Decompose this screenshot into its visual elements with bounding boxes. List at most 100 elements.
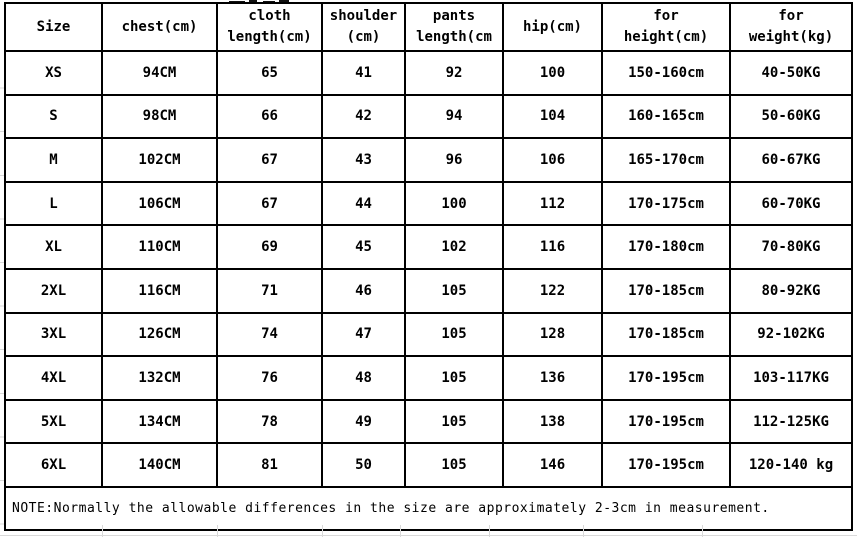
cell-for-height: 170-195cm	[601, 355, 731, 401]
cell-hip: 104	[502, 93, 603, 140]
cell-cloth-length: 69	[216, 224, 323, 270]
cell-hip: 128	[502, 311, 603, 358]
cell-chest: 110CM	[101, 224, 218, 270]
cell-for-weight: 60-70KG	[729, 180, 853, 227]
cell-for-height: 160-165cm	[601, 93, 731, 140]
col-header-for-height: for height(cm)	[601, 2, 731, 52]
cell-chest: 116CM	[101, 267, 218, 314]
cell-shoulder: 45	[321, 224, 406, 270]
cell-for-height: 170-185cm	[601, 267, 731, 314]
table-row: M 102CM 67 43 96 106 165-170cm 60-67KG	[4, 137, 853, 183]
cell-size: 6XL	[4, 442, 103, 488]
cell-cloth-length: 78	[216, 398, 323, 445]
cell-hip: 122	[502, 267, 603, 314]
cell-hip: 106	[502, 137, 603, 183]
cell-size: 3XL	[4, 311, 103, 358]
cell-shoulder: 43	[321, 137, 406, 183]
cell-size: 2XL	[4, 267, 103, 314]
header-row: Size chest(cm) cloth length(cm) shoulder…	[4, 2, 853, 52]
col-header-hip: hip(cm)	[502, 2, 603, 52]
sheet-gridlines-bottom	[0, 525, 857, 537]
cell-for-weight: 112-125KG	[729, 398, 853, 445]
clipped-title-fragment	[229, 0, 291, 4]
size-table-header: Size chest(cm) cloth length(cm) shoulder…	[4, 2, 853, 52]
cell-size: M	[4, 137, 103, 183]
cell-for-height: 150-160cm	[601, 50, 731, 96]
size-table-body: XS 94CM 65 41 92 100 150-160cm 40-50KG S 98CM 66 42…	[4, 50, 853, 488]
cell-chest: 102CM	[101, 137, 218, 183]
cell-cloth-length: 74	[216, 311, 323, 358]
col-header-for-weight: for weight(kg)	[729, 2, 853, 52]
cell-for-weight: 40-50KG	[729, 50, 853, 96]
table-row: 4XL 132CM 76 48 105 136 170-195cm 103-117KG	[4, 355, 853, 401]
cell-chest: 140CM	[101, 442, 218, 488]
cell-for-height: 170-175cm	[601, 180, 731, 227]
cell-cloth-length: 81	[216, 442, 323, 488]
col-header-size: Size	[4, 2, 103, 52]
cell-size: L	[4, 180, 103, 227]
note-row: NOTE:Normally the allowable differences …	[4, 485, 853, 531]
cell-for-height: 165-170cm	[601, 137, 731, 183]
size-table-footer: NOTE:Normally the allowable differences …	[4, 485, 853, 531]
cell-for-height: 170-185cm	[601, 311, 731, 358]
note-cell: NOTE:Normally the allowable differences …	[4, 485, 853, 531]
cell-chest: 94CM	[101, 50, 218, 96]
table-row: 5XL 134CM 78 49 105 138 170-195cm 112-125KG	[4, 398, 853, 445]
cell-for-height: 170-195cm	[601, 442, 731, 488]
cell-shoulder: 41	[321, 50, 406, 96]
cell-cloth-length: 65	[216, 50, 323, 96]
cell-for-weight: 70-80KG	[729, 224, 853, 270]
cell-shoulder: 44	[321, 180, 406, 227]
cell-pants-length: 94	[404, 93, 504, 140]
cell-size: S	[4, 93, 103, 140]
cell-for-weight: 80-92KG	[729, 267, 853, 314]
cell-for-weight: 92-102KG	[729, 311, 853, 358]
cell-pants-length: 105	[404, 355, 504, 401]
cell-shoulder: 48	[321, 355, 406, 401]
col-header-cloth-length: cloth length(cm)	[216, 2, 323, 52]
table-row: XL 110CM 69 45 102 116 170-180cm 70-80KG	[4, 224, 853, 270]
cell-chest: 132CM	[101, 355, 218, 401]
cell-shoulder: 49	[321, 398, 406, 445]
cell-shoulder: 47	[321, 311, 406, 358]
cell-pants-length: 105	[404, 267, 504, 314]
cell-size: XS	[4, 50, 103, 96]
table-row: 2XL 116CM 71 46 105 122 170-185cm 80-92KG	[4, 267, 853, 314]
cell-hip: 146	[502, 442, 603, 488]
cell-for-weight: 50-60KG	[729, 93, 853, 140]
col-header-shoulder: shoulder (cm)	[321, 2, 406, 52]
cell-shoulder: 42	[321, 93, 406, 140]
cell-cloth-length: 67	[216, 180, 323, 227]
cell-for-weight: 103-117KG	[729, 355, 853, 401]
table-row: L 106CM 67 44 100 112 170-175cm 60-70KG	[4, 180, 853, 227]
sheet-gridlines-left	[0, 45, 4, 525]
col-header-pants-length: pants length(cm )	[404, 2, 504, 52]
cell-size: 4XL	[4, 355, 103, 401]
cell-for-height: 170-180cm	[601, 224, 731, 270]
cell-chest: 106CM	[101, 180, 218, 227]
cell-size: 5XL	[4, 398, 103, 445]
cell-pants-length: 100	[404, 180, 504, 227]
cell-pants-length: 105	[404, 442, 504, 488]
cell-cloth-length: 66	[216, 93, 323, 140]
cell-hip: 116	[502, 224, 603, 270]
cell-shoulder: 50	[321, 442, 406, 488]
cell-for-height: 170-195cm	[601, 398, 731, 445]
size-table: Size chest(cm) cloth length(cm) shoulder…	[4, 2, 853, 531]
table-row: S 98CM 66 42 94 104 160-165cm 50-60KG	[4, 93, 853, 140]
cell-hip: 112	[502, 180, 603, 227]
cell-pants-length: 105	[404, 398, 504, 445]
table-row: 6XL 140CM 81 50 105 146 170-195cm 120-140 kg	[4, 442, 853, 488]
table-row: 3XL 126CM 74 47 105 128 170-185cm 92-102KG	[4, 311, 853, 358]
cell-for-weight: 120-140 kg	[729, 442, 853, 488]
cell-cloth-length: 76	[216, 355, 323, 401]
cell-for-weight: 60-67KG	[729, 137, 853, 183]
cell-pants-length: 96	[404, 137, 504, 183]
cell-chest: 126CM	[101, 311, 218, 358]
table-row: XS 94CM 65 41 92 100 150-160cm 40-50KG	[4, 50, 853, 96]
cell-shoulder: 46	[321, 267, 406, 314]
cell-size: XL	[4, 224, 103, 270]
cell-hip: 100	[502, 50, 603, 96]
cell-hip: 138	[502, 398, 603, 445]
